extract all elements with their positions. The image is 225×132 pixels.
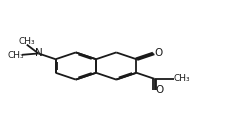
Text: CH₃: CH₃ xyxy=(7,51,24,60)
Text: N: N xyxy=(36,48,43,58)
Text: CH₃: CH₃ xyxy=(18,37,35,46)
Text: O: O xyxy=(155,85,164,95)
Text: O: O xyxy=(154,48,163,58)
Text: CH₃: CH₃ xyxy=(174,74,191,83)
